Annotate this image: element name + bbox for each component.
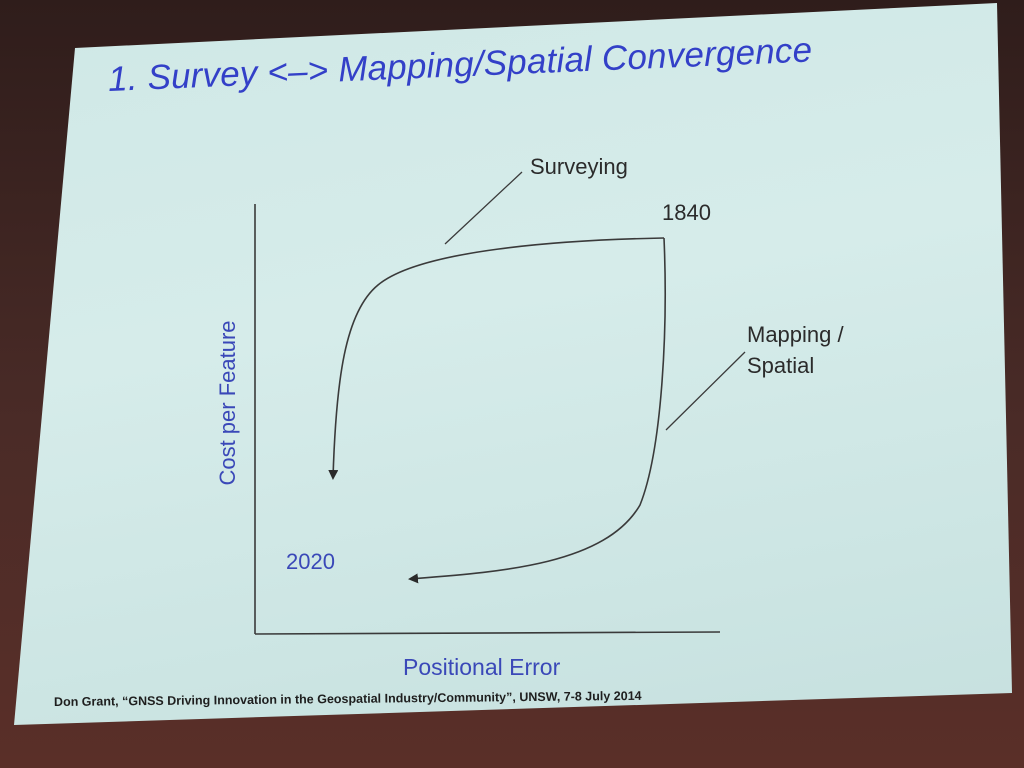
surveying-label: Surveying <box>530 154 628 179</box>
mapping-leader-line <box>665 351 746 431</box>
mapping-label-line1: Mapping / <box>747 322 844 347</box>
y-axis-label: Cost per Feature <box>215 320 240 486</box>
x-axis-label: Positional Error <box>403 654 561 680</box>
mapping-label-line2: Spatial <box>747 353 815 378</box>
surveying-curve <box>328 237 665 480</box>
x-axis <box>254 631 721 635</box>
surveying-leader-line <box>444 171 523 245</box>
mapping-spatial-curve <box>408 237 666 584</box>
end-year-label: 2020 <box>286 549 335 574</box>
start-year-label: 1840 <box>662 200 711 225</box>
